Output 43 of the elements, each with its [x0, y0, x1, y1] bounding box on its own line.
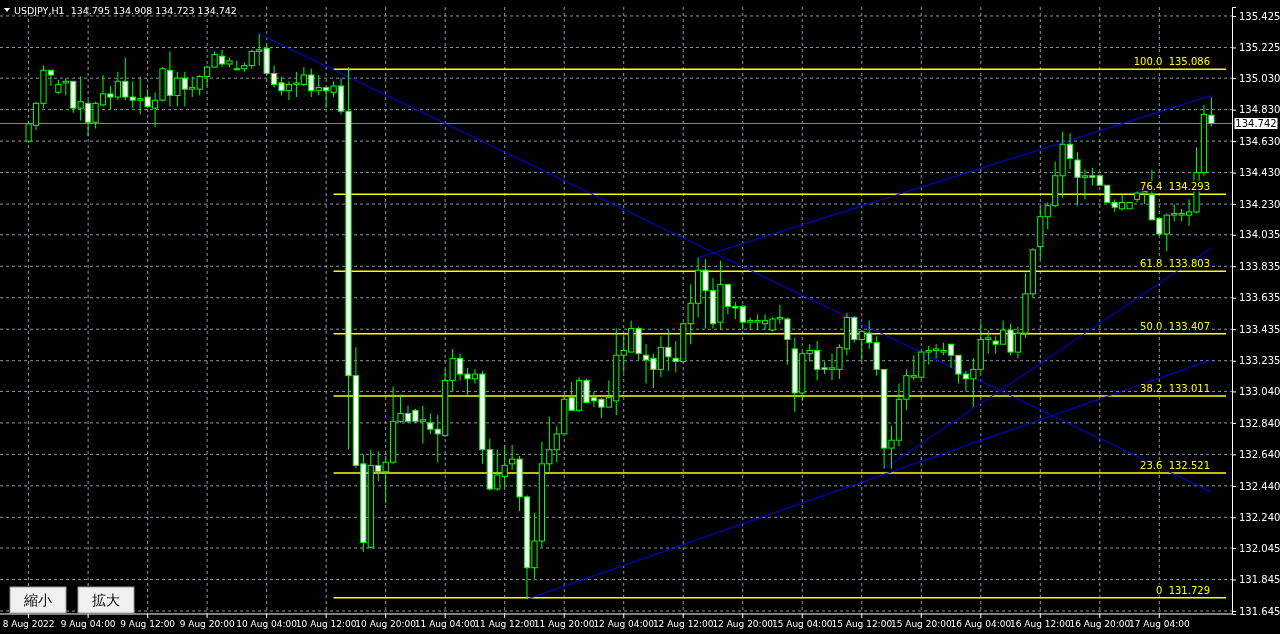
y-tick-label: 135.225 — [1239, 42, 1280, 54]
ref-line-label: 0 131.729 — [1155, 584, 1210, 596]
x-tick-label: 9 Aug 04:00 — [60, 619, 116, 630]
y-tick-label: 132.440 — [1239, 480, 1280, 492]
y-tick-label: 132.045 — [1239, 542, 1280, 554]
x-tick-label: 10 Aug 04:00 — [236, 619, 298, 630]
x-tick-label: 11 Aug 20:00 — [533, 619, 595, 630]
y-tick-label: 132.240 — [1239, 512, 1280, 524]
y-tick-label: 134.630 — [1239, 135, 1280, 147]
y-tick-label: 133.635 — [1239, 292, 1280, 304]
x-tick-label: 12 Aug 20:00 — [712, 619, 774, 630]
y-tick-label: 135.030 — [1239, 72, 1280, 84]
x-tick-label: 11 Aug 12:00 — [474, 619, 536, 630]
x-tick-label: 10 Aug 20:00 — [355, 619, 417, 630]
y-tick-label: 134.035 — [1239, 229, 1280, 241]
y-tick-label: 132.640 — [1239, 449, 1280, 461]
ref-line-label: 38.2 133.011 — [1140, 382, 1210, 394]
y-tick-label: 134.430 — [1239, 167, 1280, 179]
x-tick-label: 15 Aug 12:00 — [831, 619, 893, 630]
x-tick-label: 9 Aug 12:00 — [120, 619, 176, 630]
ref-line-label: 50.0 133.407 — [1140, 320, 1210, 332]
y-tick-label: 133.435 — [1239, 323, 1280, 335]
x-tick-label: 16 Aug 04:00 — [950, 619, 1012, 630]
y-tick-label: 133.835 — [1239, 260, 1280, 272]
x-tick-label: 11 Aug 04:00 — [414, 619, 476, 630]
chart-title: USDJPY,H1 134.795 134.908 134.723 134.742 — [14, 5, 237, 16]
x-tick-label: 8 Aug 2022 — [2, 619, 55, 630]
y-tick-label: 135.425 — [1239, 10, 1280, 22]
y-tick-label: 131.845 — [1239, 574, 1280, 586]
x-tick-label: 12 Aug 04:00 — [593, 619, 655, 630]
y-tick-label: 131.645 — [1239, 605, 1280, 617]
ref-line-label: 134.742 — [1235, 118, 1277, 130]
x-tick-label: 9 Aug 20:00 — [179, 619, 235, 630]
y-tick-label: 133.235 — [1239, 355, 1280, 367]
annotation: 拡大 — [92, 592, 120, 608]
y-tick-label: 134.830 — [1239, 104, 1280, 116]
y-tick-label: 133.040 — [1239, 386, 1280, 398]
x-tick-label: 10 Aug 12:00 — [295, 619, 357, 630]
y-tick-label: 134.230 — [1239, 198, 1280, 210]
y-tick-label: 132.840 — [1239, 417, 1280, 429]
ref-line-label: 100.0 135.086 — [1133, 56, 1210, 68]
x-tick-label: 16 Aug 20:00 — [1069, 619, 1131, 630]
annotation: 縮小 — [23, 592, 52, 608]
